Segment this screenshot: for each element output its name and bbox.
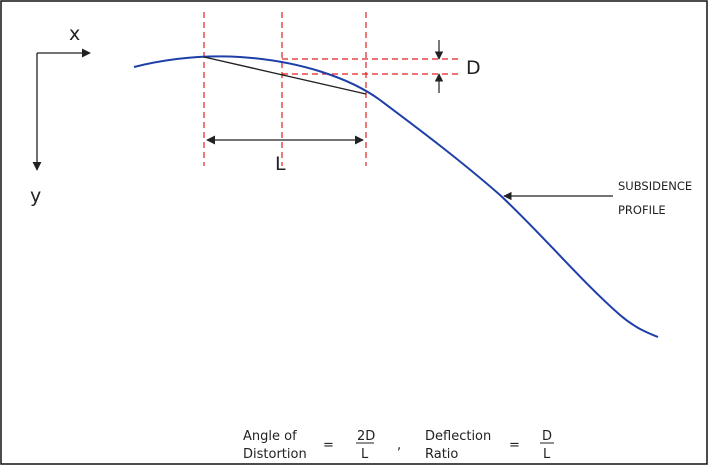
ratio-numerator: D xyxy=(542,429,552,444)
profile-callout: SUBSIDENCE PROFILE xyxy=(503,179,692,217)
subsidence-profile-curve xyxy=(133,55,659,338)
deflection-ratio-line2: Ratio xyxy=(425,447,458,462)
ratio-denominator: L xyxy=(543,447,551,462)
ratio-equals-sign: = xyxy=(509,438,520,453)
profile-label-line1: SUBSIDENCE xyxy=(618,179,692,193)
guide-lines xyxy=(203,12,462,166)
x-axis-label: x xyxy=(69,23,80,45)
axes-indicator: x y xyxy=(30,23,91,207)
profile-label-line2: PROFILE xyxy=(618,203,666,217)
angle-of-distortion-line2: Distortion xyxy=(243,447,307,462)
formula-separator: , xyxy=(397,438,401,453)
angle-denominator: L xyxy=(361,447,369,462)
length-indicator: L xyxy=(206,135,364,175)
angle-of-distortion-line1: Angle of xyxy=(243,429,297,444)
deflection-label: D xyxy=(466,57,481,79)
formula: Angle of Distortion = 2D L , Deflection … xyxy=(243,429,554,462)
deflection-indicator: D xyxy=(434,40,481,93)
y-axis-label: y xyxy=(30,185,41,207)
angle-numerator: 2D xyxy=(357,429,375,444)
angle-equals-sign: = xyxy=(323,438,334,453)
deflection-ratio-line1: Deflection xyxy=(425,429,491,444)
chord-line xyxy=(203,56,367,95)
length-label: L xyxy=(275,153,286,175)
